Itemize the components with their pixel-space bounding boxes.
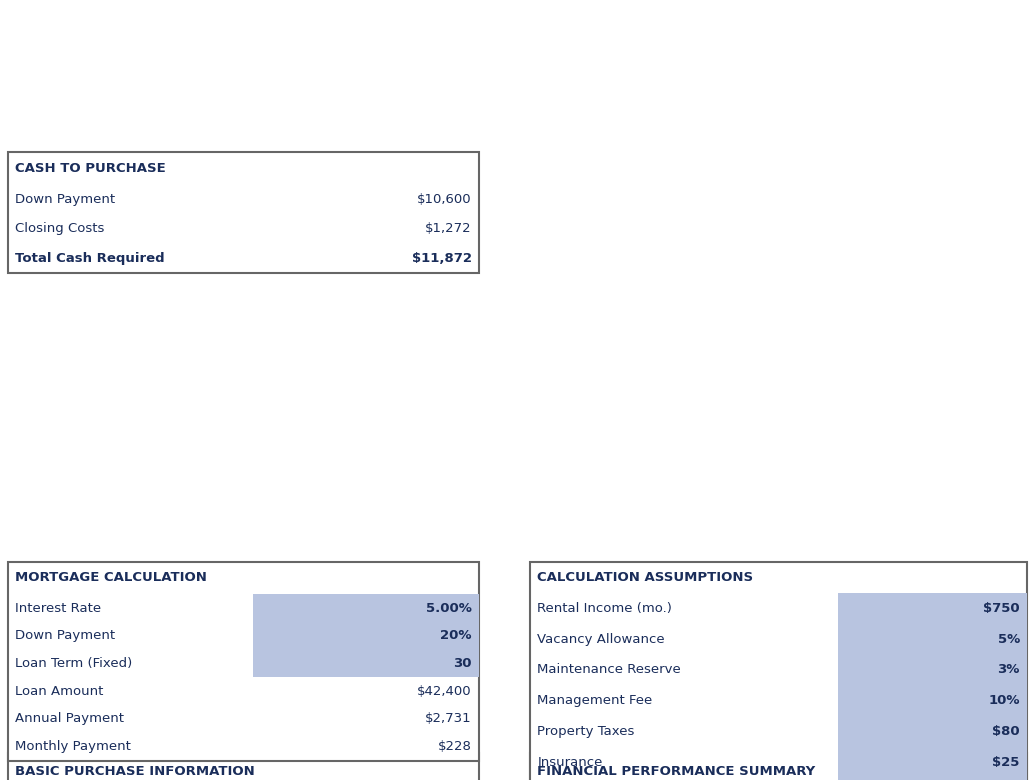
- Text: Vacancy Allowance: Vacancy Allowance: [538, 633, 665, 646]
- Text: BASIC PURCHASE INFORMATION: BASIC PURCHASE INFORMATION: [16, 765, 255, 778]
- Text: 20%: 20%: [440, 629, 472, 643]
- Bar: [253, 594, 479, 622]
- Text: Interest Rate: Interest Rate: [16, 601, 101, 615]
- Text: Total Cash Required: Total Cash Required: [16, 252, 164, 265]
- Text: $2,731: $2,731: [425, 712, 472, 725]
- Text: FINANCIAL PERFORMANCE SUMMARY: FINANCIAL PERFORMANCE SUMMARY: [538, 765, 816, 778]
- Text: Insurance: Insurance: [538, 756, 603, 769]
- Text: Down Payment: Down Payment: [16, 629, 116, 643]
- Text: $11,872: $11,872: [412, 252, 472, 265]
- Bar: [530, 562, 1027, 780]
- Text: Management Fee: Management Fee: [538, 694, 652, 707]
- Bar: [839, 747, 1027, 778]
- Bar: [839, 778, 1027, 780]
- Text: 5.00%: 5.00%: [426, 601, 472, 615]
- Text: Monthly Payment: Monthly Payment: [16, 740, 131, 753]
- Text: $25: $25: [993, 756, 1020, 769]
- Text: Down Payment: Down Payment: [16, 193, 116, 206]
- Text: 10%: 10%: [989, 694, 1020, 707]
- Text: Maintenance Reserve: Maintenance Reserve: [538, 664, 681, 676]
- Bar: [839, 624, 1027, 654]
- Text: $1,272: $1,272: [425, 222, 472, 236]
- Text: 30: 30: [453, 657, 472, 670]
- Bar: [530, 753, 1027, 780]
- Text: Closing Costs: Closing Costs: [16, 222, 104, 236]
- Text: Rental Income (mo.): Rental Income (mo.): [538, 601, 672, 615]
- Text: 3%: 3%: [998, 664, 1020, 676]
- Text: CASH TO PURCHASE: CASH TO PURCHASE: [16, 162, 166, 175]
- Bar: [839, 593, 1027, 624]
- Text: $10,600: $10,600: [417, 193, 472, 206]
- Text: 5%: 5%: [998, 633, 1020, 646]
- Text: $80: $80: [993, 725, 1020, 738]
- Bar: [253, 622, 479, 650]
- Text: Property Taxes: Property Taxes: [538, 725, 635, 738]
- Bar: [253, 650, 479, 677]
- Text: CALCULATION ASSUMPTIONS: CALCULATION ASSUMPTIONS: [538, 571, 754, 583]
- Bar: [8, 562, 479, 760]
- Text: Loan Term (Fixed): Loan Term (Fixed): [16, 657, 132, 670]
- Bar: [839, 654, 1027, 686]
- Text: $42,400: $42,400: [417, 685, 472, 698]
- Text: MORTGAGE CALCULATION: MORTGAGE CALCULATION: [16, 572, 207, 584]
- Bar: [8, 753, 479, 780]
- Text: $750: $750: [983, 601, 1020, 615]
- Bar: [8, 152, 479, 273]
- Text: $228: $228: [437, 740, 472, 753]
- Bar: [839, 716, 1027, 747]
- Bar: [839, 686, 1027, 716]
- Text: Loan Amount: Loan Amount: [16, 685, 103, 698]
- Text: Annual Payment: Annual Payment: [16, 712, 124, 725]
